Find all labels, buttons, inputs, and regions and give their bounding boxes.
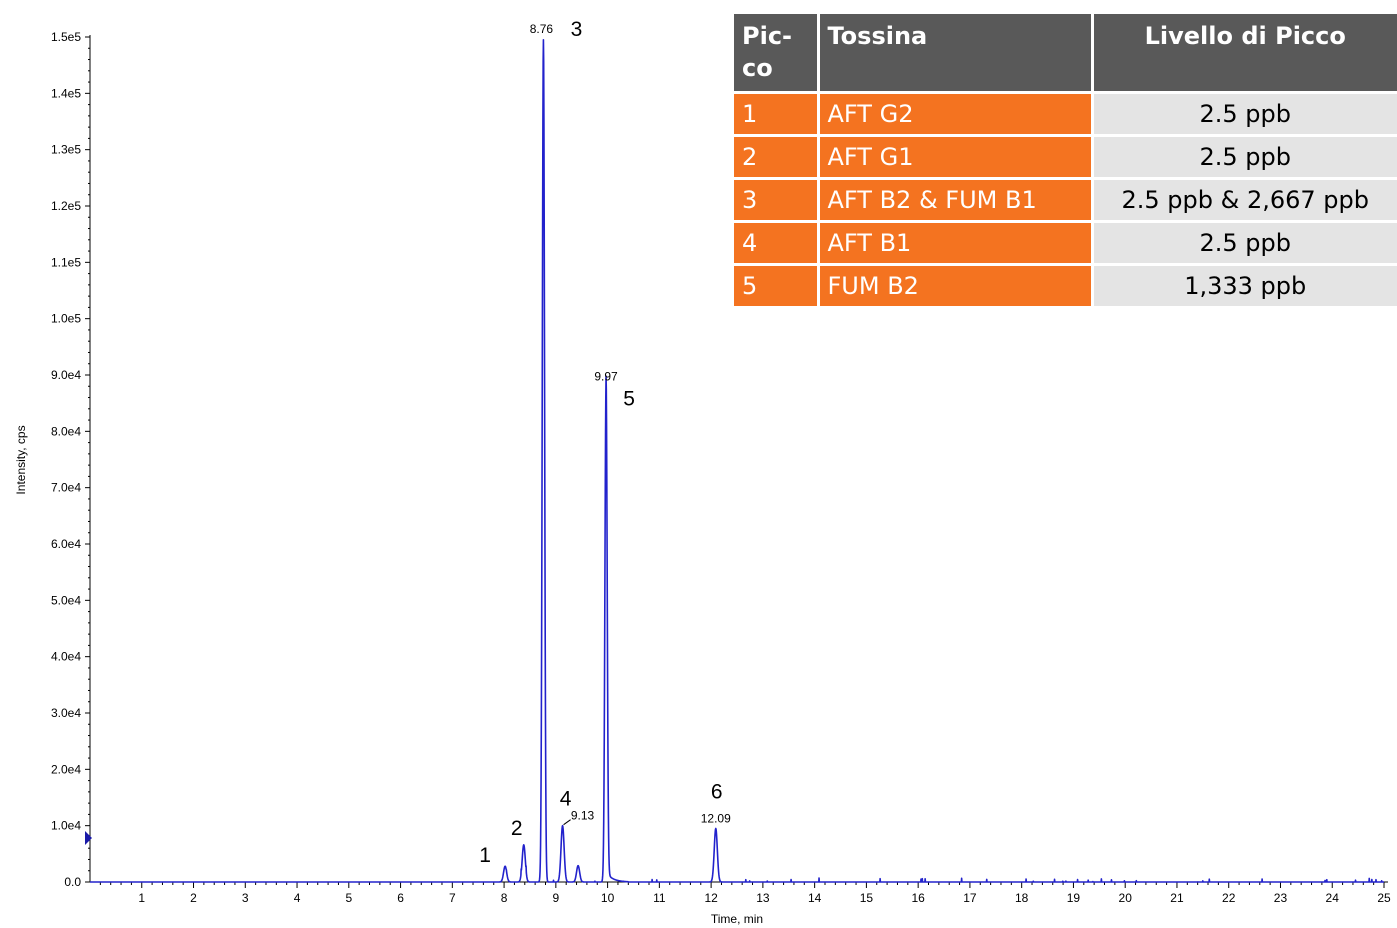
x-tick-label: 10 — [601, 891, 615, 905]
cell-peak: 4 — [734, 221, 820, 266]
x-tick-label: 11 — [653, 891, 666, 905]
x-tick-label: 19 — [1067, 891, 1081, 905]
cell-peak: 3 — [734, 178, 820, 223]
chromatogram-trace — [89, 39, 1385, 883]
y-axis: 0.0 1.0e4 2.0e4 3.0e4 4.0e4 5.0e4 6.0e4 7.0e4 8.… — [51, 30, 91, 889]
peak-rt-label: 9.13 — [571, 809, 595, 823]
y-tick-label: 1.2e5 — [51, 199, 81, 213]
peak-rt-label: 8.76 — [530, 22, 554, 36]
table-row: 3 AFT B2 & FUM B1 2.5 ppb & 2,667 ppb — [734, 178, 1397, 223]
y-tick-label: 4.0e4 — [51, 650, 81, 664]
y-axis-marker-icon[interactable] — [85, 831, 92, 845]
x-tick-label: 16 — [911, 891, 925, 905]
x-axis: 1 2 3 4 5 6 7 8 9 10 11 12 13 14 15 16 17 18 19 20 21 22 23 24 2… — [90, 881, 1391, 905]
cell-level: 2.5 ppb & 2,667 ppb — [1092, 178, 1397, 223]
cell-level: 2.5 ppb — [1092, 221, 1397, 266]
x-tick-label: 25 — [1377, 891, 1391, 905]
peak-number-label: 3 — [571, 18, 583, 41]
y-tick-label: 6.0e4 — [51, 537, 81, 551]
x-tick-label: 8 — [501, 891, 508, 905]
x-tick-label: 13 — [756, 891, 770, 905]
peak-labels: 12 8.76 3 9.134 9.97 5 12.09 6 — [479, 18, 731, 867]
x-tick-label: 15 — [860, 891, 874, 905]
cell-peak: 5 — [734, 264, 820, 309]
y-tick-label: 1.4e5 — [51, 86, 81, 100]
y-tick-label: 3.0e4 — [51, 706, 81, 720]
x-tick-label: 6 — [397, 891, 404, 905]
x-tick-label: 4 — [294, 891, 301, 905]
cell-peak: 1 — [734, 92, 820, 137]
y-tick-label: 1.1e5 — [51, 255, 81, 269]
x-tick-label: 20 — [1119, 891, 1133, 905]
x-tick-label: 17 — [963, 891, 977, 905]
y-tick-label: 1.5e5 — [51, 30, 81, 44]
y-tick-label: 8.0e4 — [51, 424, 81, 438]
y-tick-label: 1.3e5 — [51, 143, 81, 157]
x-tick-label: 7 — [449, 891, 456, 905]
x-tick-label: 24 — [1326, 891, 1340, 905]
x-tick-label: 3 — [242, 891, 249, 905]
x-tick-label: 18 — [1015, 891, 1029, 905]
table-row: 4 AFT B1 2.5 ppb — [734, 221, 1397, 266]
cell-toxin: AFT B1 — [818, 221, 1094, 266]
y-tick-label: 1.0e5 — [51, 312, 81, 326]
peak-table: Pic-co Tossina Livello di Picco 1 AFT G2… — [734, 14, 1397, 309]
x-tick-label: 1 — [138, 891, 145, 905]
x-tick-label: 12 — [704, 891, 718, 905]
peak-number-label: 1 — [479, 844, 491, 867]
peak-rt-label: 12.09 — [701, 811, 731, 825]
peak-rt-label: 9.97 — [594, 369, 618, 383]
cell-level: 2.5 ppb — [1092, 135, 1397, 180]
cell-toxin: FUM B2 — [818, 264, 1094, 309]
x-tick-label: 14 — [808, 891, 822, 905]
x-tick-label: 21 — [1170, 891, 1184, 905]
header-peak: Pic-co — [734, 14, 820, 94]
peak-number-label: 5 — [623, 387, 635, 410]
table-row: 1 AFT G2 2.5 ppb — [734, 92, 1397, 137]
x-tick-label: 23 — [1274, 891, 1288, 905]
x-tick-label: 2 — [190, 891, 197, 905]
header-toxin: Tossina — [818, 14, 1094, 94]
table-row: 2 AFT G1 2.5 ppb — [734, 135, 1397, 180]
y-tick-label: 5.0e4 — [51, 593, 81, 607]
cell-toxin: AFT G1 — [818, 135, 1094, 180]
x-tick-label: 5 — [345, 891, 352, 905]
peak-table-header-row: Pic-co Tossina Livello di Picco — [734, 14, 1397, 94]
cell-level: 1,333 ppb — [1092, 264, 1397, 309]
peak-number-label: 2 — [511, 817, 523, 840]
cell-toxin: AFT G2 — [818, 92, 1094, 137]
y-axis-title: Intensity, cps — [14, 425, 28, 494]
x-tick-label: 22 — [1222, 891, 1236, 905]
x-tick-label: 9 — [552, 891, 559, 905]
y-tick-label: 0.0 — [64, 875, 81, 889]
peak-number-label: 6 — [711, 780, 723, 803]
cell-toxin: AFT B2 & FUM B1 — [818, 178, 1094, 223]
y-tick-label: 1.0e4 — [51, 819, 81, 833]
header-level: Livello di Picco — [1092, 14, 1397, 94]
peak-rt-leader — [563, 819, 571, 826]
y-tick-label: 9.0e4 — [51, 368, 81, 382]
y-tick-label: 2.0e4 — [51, 762, 81, 776]
x-axis-title: Time, min — [711, 912, 763, 926]
cell-peak: 2 — [734, 135, 820, 180]
peak-number-label: 4 — [560, 788, 572, 811]
cell-level: 2.5 ppb — [1092, 92, 1397, 137]
table-row: 5 FUM B2 1,333 ppb — [734, 264, 1397, 309]
y-tick-label: 7.0e4 — [51, 481, 81, 495]
